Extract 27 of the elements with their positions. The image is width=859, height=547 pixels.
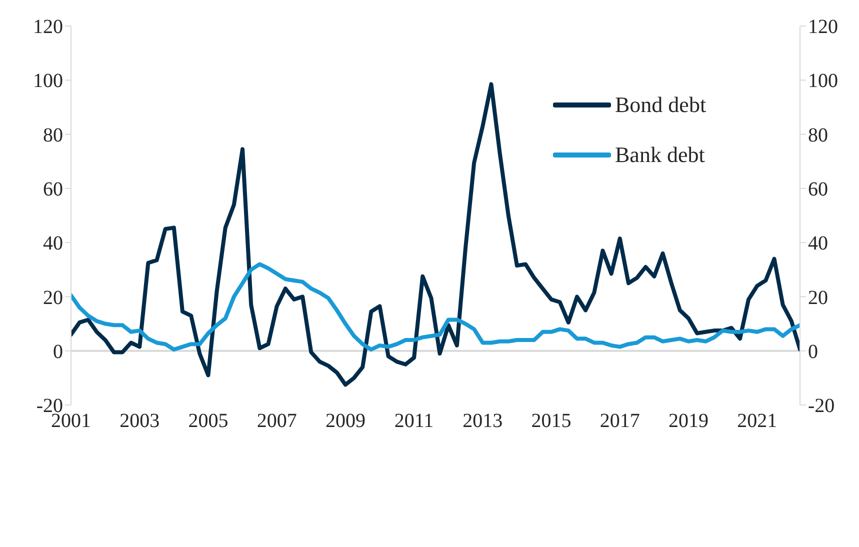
- y2-tick-label: 40: [808, 232, 828, 255]
- legend-label: Bank debt: [615, 142, 705, 168]
- y2-tick-label: -20: [808, 395, 835, 418]
- x-tick-label: 2021: [737, 410, 778, 432]
- y2-tick-label: 100: [808, 70, 838, 92]
- x-tick-label: 2015: [531, 410, 572, 432]
- x-tick-label: 2011: [394, 410, 434, 432]
- x-tick-label: 2013: [462, 410, 503, 432]
- x-tick-label: 2019: [668, 410, 709, 432]
- y-tick-label: 100: [33, 70, 63, 92]
- y-tick-label: 0: [53, 340, 63, 363]
- y-tick-label: 40: [43, 232, 63, 255]
- x-tick-label: 2007: [256, 410, 297, 432]
- x-tick-label: 2005: [188, 410, 228, 432]
- y2-tick-label: 120: [808, 16, 838, 38]
- y-tick-label: 20: [43, 286, 63, 309]
- legend-label: Bond debt: [615, 92, 706, 118]
- y2-tick-label: 0: [808, 340, 818, 363]
- y2-tick-label: 60: [808, 178, 828, 201]
- x-tick-label: 2009: [325, 410, 366, 432]
- x-tick-label: 2017: [600, 410, 640, 432]
- y2-tick-label: 20: [808, 286, 828, 309]
- y-tick-label: 80: [43, 124, 63, 146]
- x-tick-label: 2003: [120, 410, 160, 432]
- y2-tick-label: 80: [808, 124, 828, 146]
- y-tick-label: 60: [43, 178, 63, 201]
- y-tick-label: 120: [33, 16, 63, 38]
